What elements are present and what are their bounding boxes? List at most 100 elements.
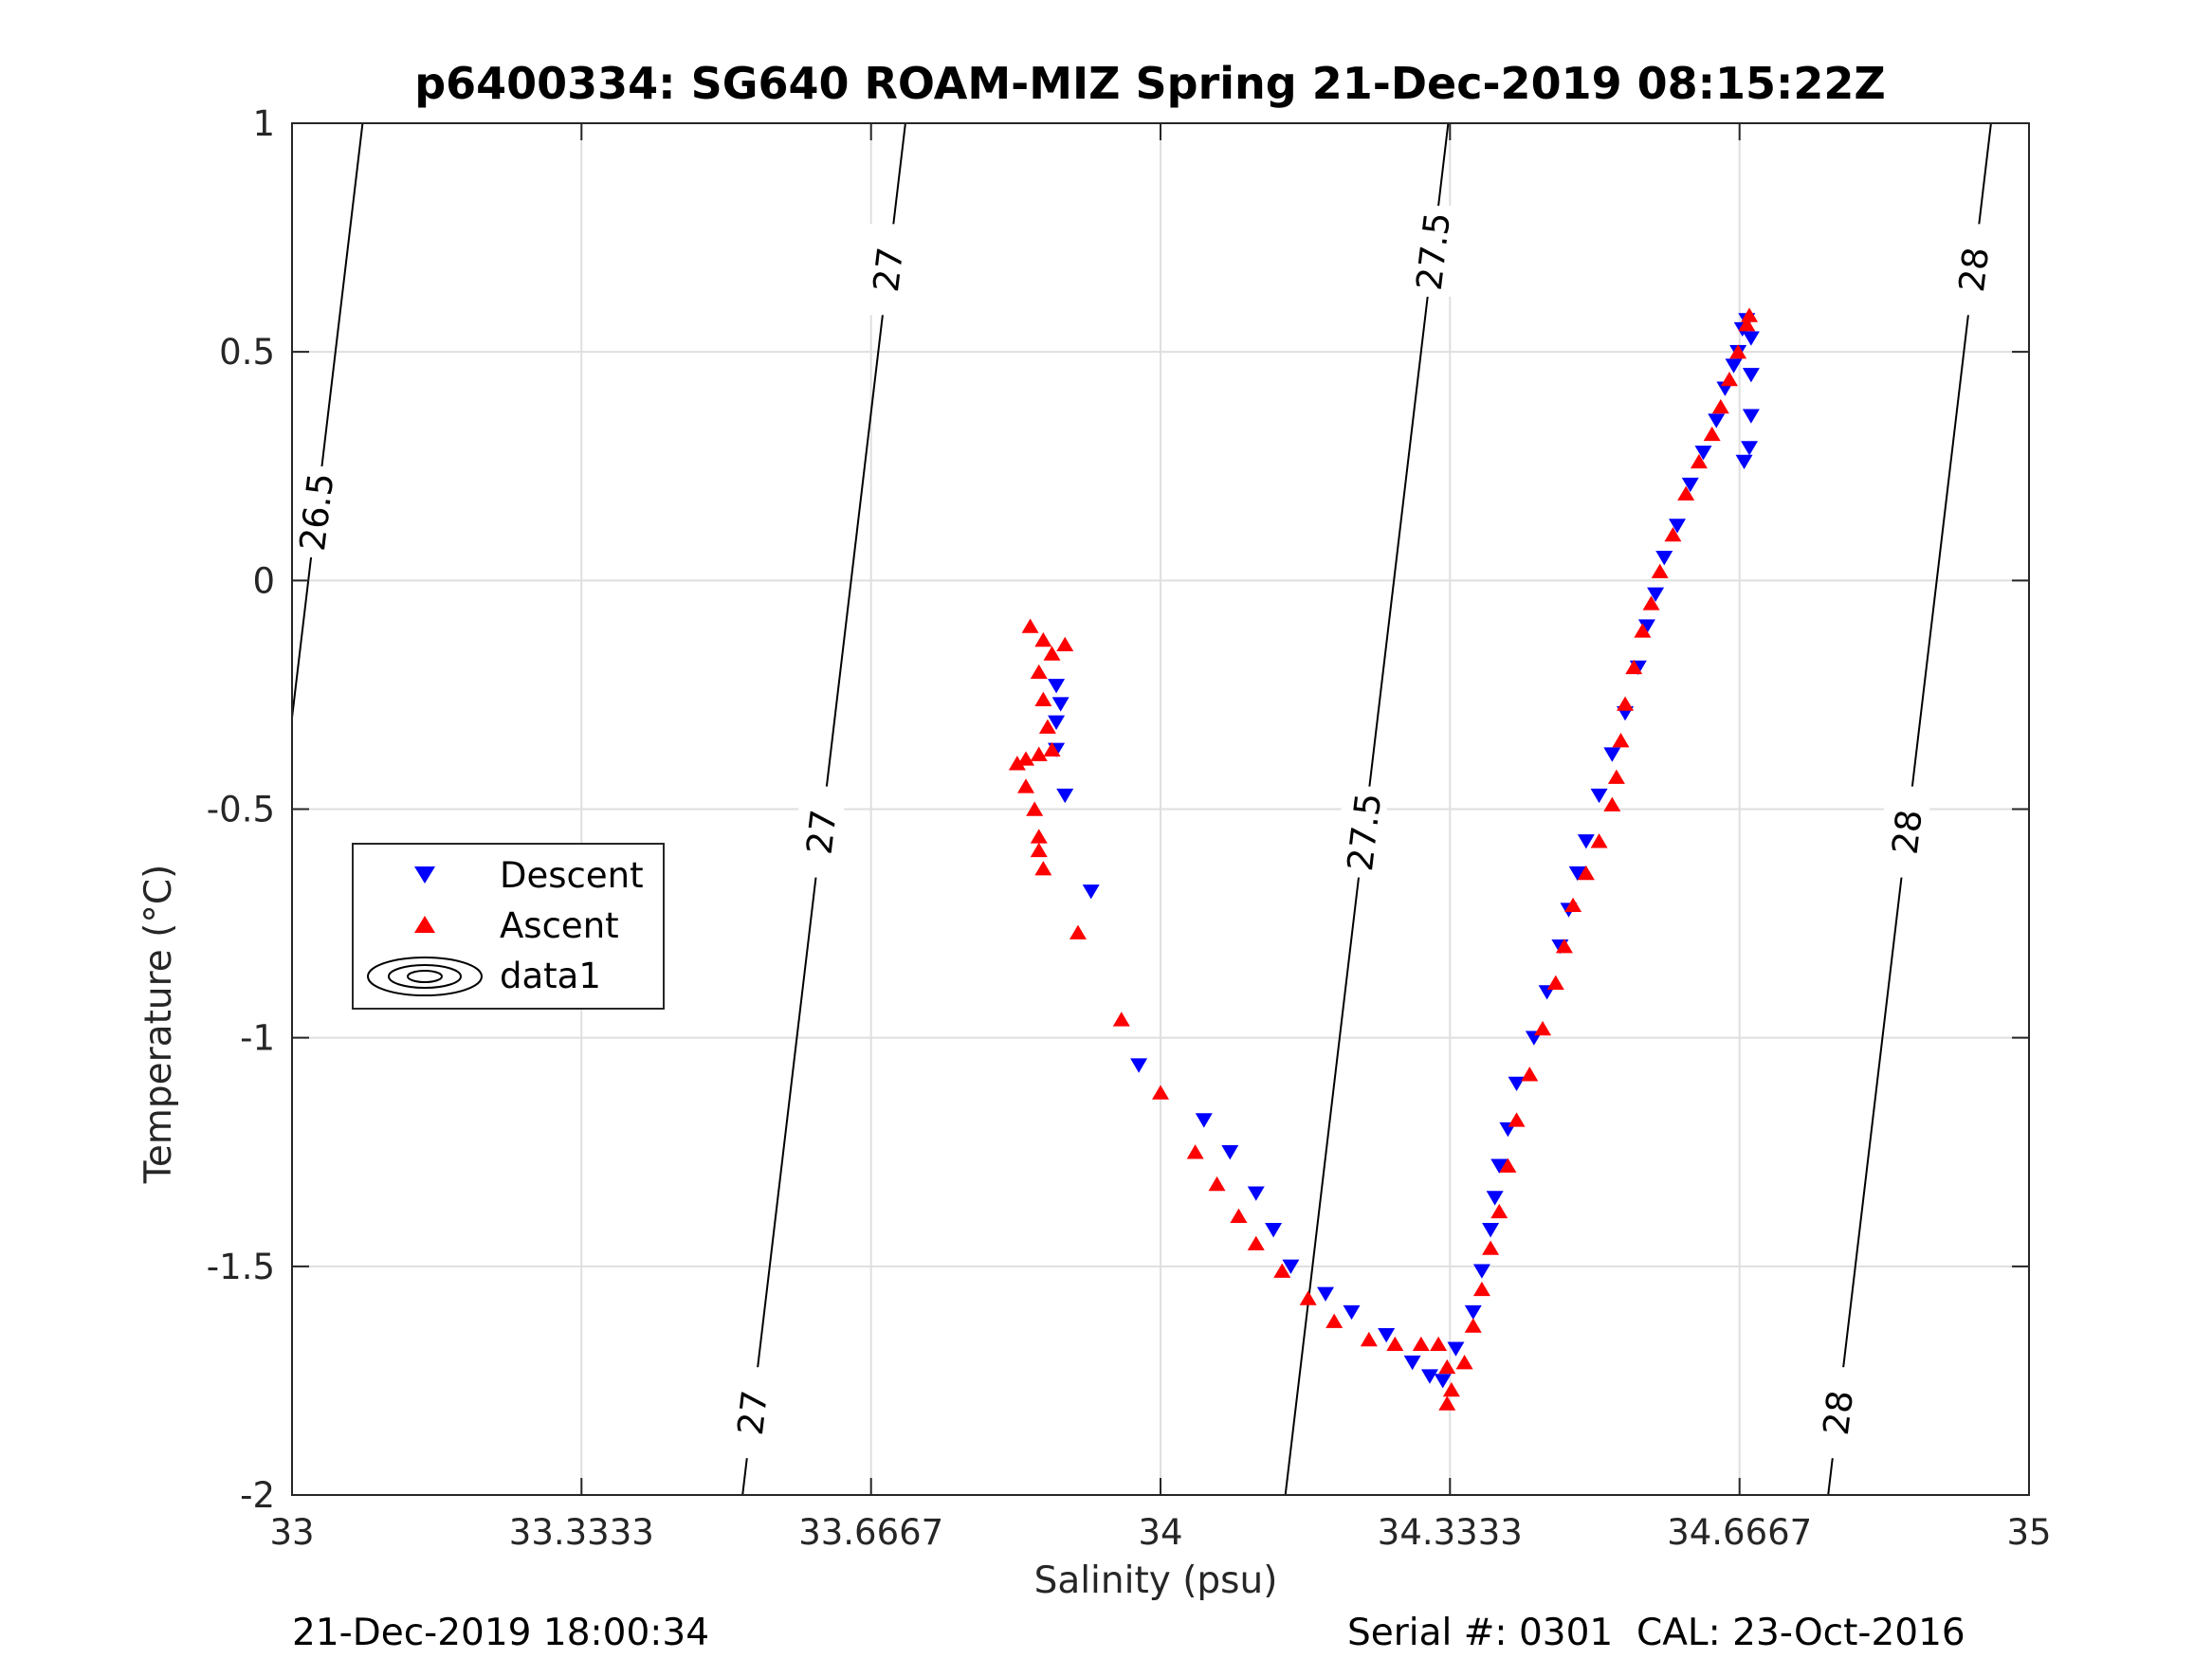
ascent-point	[1729, 344, 1747, 359]
ascent-point	[1034, 631, 1052, 647]
descent-point	[1265, 1223, 1283, 1238]
ascent-point	[1325, 1313, 1344, 1328]
descent-point	[1735, 454, 1753, 470]
descent-point	[1655, 551, 1673, 566]
isopycnal-label: 26.5	[292, 471, 341, 554]
ascent-point	[1030, 842, 1048, 858]
descent-point	[1420, 1369, 1438, 1384]
descent-point	[1482, 1223, 1500, 1238]
y-tick-label: 0	[252, 560, 275, 601]
descent-point	[1048, 715, 1066, 730]
ascent-point	[1625, 659, 1643, 675]
ascent-point	[1386, 1336, 1404, 1352]
ascent-point	[1438, 1395, 1456, 1411]
y-tick-label: 0.5	[219, 332, 275, 373]
ascent-point	[1617, 696, 1635, 711]
ascent-point	[1690, 453, 1708, 469]
data-points	[1008, 307, 1760, 1411]
descent-point	[1742, 368, 1760, 383]
ascent-point	[1482, 1240, 1500, 1255]
y-tick-label: -2	[240, 1475, 275, 1516]
isopycnal-label-bg	[1884, 786, 1930, 878]
ascent-point	[1738, 317, 1756, 332]
descent-point	[1742, 409, 1760, 424]
descent-point	[1472, 1264, 1490, 1279]
ascent-point	[1043, 646, 1061, 661]
descent-point	[1603, 747, 1621, 762]
descent-point	[1048, 679, 1066, 694]
ascent-point	[1017, 778, 1035, 793]
descent-point	[1221, 1145, 1239, 1160]
ascent-point	[1026, 801, 1044, 816]
isopycnal-label: 27.5	[1409, 210, 1458, 293]
descent-point	[1282, 1259, 1300, 1274]
ascent-point	[1299, 1290, 1317, 1305]
ascent-point	[1546, 975, 1564, 990]
isopycnal-label: 27	[866, 245, 911, 294]
axis-ticks: 33 33.3333 33.6667 34 34.3333 34.6667 35 -2 -1.5…	[207, 103, 2052, 1553]
ascent-point	[1741, 307, 1759, 322]
isopycnal-label-bg	[1815, 1367, 1861, 1459]
ascent-point	[1612, 733, 1630, 748]
ascent-point	[1534, 1020, 1552, 1036]
ascent-point	[1038, 719, 1056, 734]
ascent-point	[1677, 485, 1695, 501]
descent-point	[1464, 1304, 1482, 1321]
ascent-point	[1472, 1281, 1490, 1297]
ascent-point	[1069, 924, 1087, 939]
ascent-point	[1412, 1336, 1430, 1352]
descent-point	[1082, 884, 1100, 900]
ascent-point	[1208, 1176, 1226, 1192]
isopycnal-label-bg	[798, 786, 845, 878]
ascent-point	[1152, 1085, 1169, 1100]
ascent-point	[1603, 796, 1621, 811]
descent-point	[1508, 1076, 1526, 1091]
ascent-point	[1564, 897, 1582, 912]
x-tick-label: 34.6667	[1667, 1512, 1812, 1553]
descent-point	[1051, 697, 1069, 712]
ascent-point	[1464, 1318, 1482, 1333]
chart-title: p6400334: SG640 ROAM-MIZ Spring 21-Dec-2…	[414, 58, 1886, 109]
x-tick-label: 33.3333	[509, 1512, 654, 1553]
legend-label-data1: data1	[500, 956, 601, 996]
legend-label-ascent: Ascent	[500, 905, 619, 946]
descent-point	[1708, 413, 1726, 428]
x-tick-label: 33	[269, 1512, 314, 1553]
descent-point	[1681, 477, 1699, 493]
ascent-point	[1455, 1355, 1473, 1370]
descent-point	[1490, 1158, 1508, 1174]
legend-marker-descent	[414, 866, 435, 884]
descent-point	[1725, 358, 1743, 374]
descent-point	[1577, 834, 1595, 849]
ascent-point	[1056, 636, 1074, 652]
x-tick-label: 34	[1138, 1512, 1182, 1553]
descent-point	[1403, 1355, 1421, 1371]
x-tick-label: 35	[2006, 1512, 2051, 1553]
y-tick-label: 1	[252, 103, 275, 144]
ascent-point	[1030, 829, 1048, 844]
isopycnal-line-26-5	[291, 122, 364, 719]
ascent-point	[1273, 1263, 1291, 1278]
descent-point	[1434, 1374, 1452, 1389]
legend-box	[352, 843, 665, 1010]
isopycnal-label-bg	[293, 465, 339, 557]
footer-timestamp: 21-Dec-2019 18:00:34	[292, 1612, 710, 1654]
legend-marker-ascent	[414, 916, 435, 933]
isopycnal-label-bg	[729, 1367, 776, 1459]
density-contours: 26.5 27 27 27 27.5 27.5 28 28 28	[291, 122, 1997, 1496]
y-tick-label: -1.5	[207, 1247, 275, 1287]
y-tick-label: -0.5	[207, 790, 275, 830]
ascent-point	[1034, 691, 1052, 706]
isopycnal-label: 28	[1816, 1388, 1861, 1437]
ascent-point	[1008, 756, 1026, 771]
descent-point	[1317, 1286, 1335, 1302]
descent-point	[1647, 587, 1665, 602]
ascent-point	[1555, 939, 1573, 954]
x-tick-label: 34.3333	[1378, 1512, 1523, 1553]
legend-marker-contour	[367, 957, 483, 996]
isopycnal-label-bg	[865, 224, 911, 316]
isopycnal-label-bg	[1341, 786, 1387, 878]
descent-point	[1343, 1304, 1361, 1321]
descent-point	[1694, 446, 1712, 461]
